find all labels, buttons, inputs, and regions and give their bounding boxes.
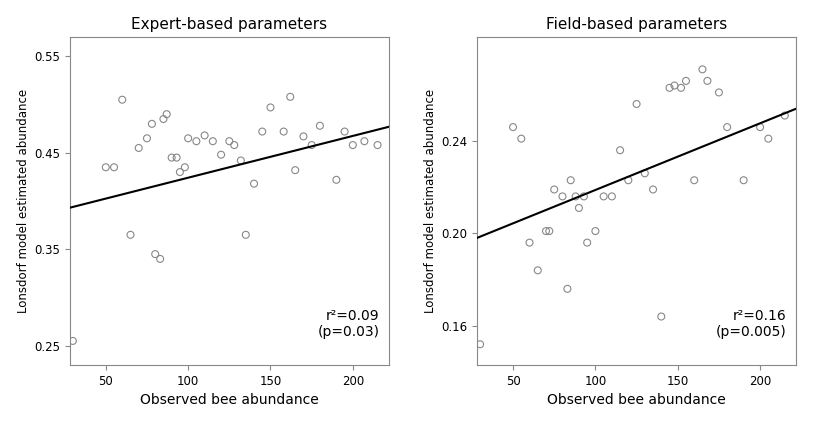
Point: [589, 228, 602, 234]
Point: [67, 338, 80, 344]
Point: [762, 135, 775, 142]
Point: [630, 100, 643, 107]
Point: [264, 104, 277, 111]
Point: [720, 124, 733, 131]
Point: [737, 177, 750, 184]
Point: [580, 239, 593, 246]
Point: [207, 138, 220, 145]
Point: [133, 145, 146, 151]
Point: [239, 232, 252, 238]
Point: [124, 232, 137, 238]
Point: [569, 193, 582, 200]
Point: [165, 154, 178, 161]
Point: [754, 124, 767, 131]
Point: [346, 142, 359, 148]
Point: [712, 89, 725, 96]
Point: [556, 193, 569, 200]
Point: [638, 170, 651, 177]
Point: [680, 78, 693, 84]
Point: [223, 138, 236, 145]
Point: [696, 66, 709, 73]
Point: [160, 111, 173, 117]
Point: [606, 193, 619, 200]
Point: [247, 180, 260, 187]
Y-axis label: Lonsdorf model estimated abundance: Lonsdorf model estimated abundance: [424, 89, 437, 313]
Point: [663, 84, 676, 91]
Point: [107, 164, 120, 170]
Point: [141, 135, 154, 142]
Point: [646, 186, 659, 193]
Point: [330, 176, 343, 183]
Point: [577, 193, 590, 200]
Point: [284, 93, 297, 100]
Point: [228, 142, 241, 148]
Point: [531, 267, 544, 274]
Point: [289, 167, 302, 173]
Point: [181, 135, 194, 142]
Point: [614, 147, 627, 153]
Point: [173, 169, 186, 176]
Point: [540, 228, 553, 234]
Point: [701, 78, 714, 84]
Point: [178, 164, 191, 170]
Point: [523, 239, 536, 246]
Point: [572, 204, 585, 211]
Point: [622, 177, 635, 184]
Point: [688, 177, 701, 184]
Point: [506, 124, 520, 131]
Point: [515, 135, 528, 142]
Point: [99, 164, 112, 170]
Point: [654, 313, 667, 320]
Point: [154, 256, 167, 262]
Title: Expert-based parameters: Expert-based parameters: [131, 17, 328, 32]
Point: [297, 133, 310, 140]
Point: [115, 96, 128, 103]
Text: r²=0.09
(p=0.03): r²=0.09 (p=0.03): [318, 309, 380, 339]
Point: [170, 154, 183, 161]
Point: [305, 142, 318, 148]
Point: [543, 228, 556, 234]
Point: [313, 123, 326, 129]
Y-axis label: Lonsdorf model estimated abundance: Lonsdorf model estimated abundance: [17, 89, 29, 313]
Point: [597, 193, 610, 200]
Point: [474, 341, 487, 348]
Point: [548, 186, 561, 193]
X-axis label: Observed bee abundance: Observed bee abundance: [140, 393, 319, 407]
Point: [778, 112, 791, 119]
Point: [256, 128, 269, 135]
Point: [371, 142, 384, 148]
Point: [146, 120, 159, 127]
Point: [561, 285, 574, 292]
Point: [157, 116, 170, 123]
Point: [198, 132, 211, 139]
X-axis label: Observed bee abundance: Observed bee abundance: [547, 393, 726, 407]
Point: [277, 128, 290, 135]
Point: [190, 138, 203, 145]
Point: [234, 157, 247, 164]
Point: [215, 151, 228, 158]
Text: r²=0.16
(p=0.005): r²=0.16 (p=0.005): [716, 309, 787, 339]
Point: [358, 138, 371, 145]
Point: [149, 251, 162, 257]
Title: Field-based parameters: Field-based parameters: [546, 17, 727, 32]
Point: [668, 82, 681, 89]
Point: [675, 84, 688, 91]
Point: [338, 128, 351, 135]
Point: [564, 177, 577, 184]
